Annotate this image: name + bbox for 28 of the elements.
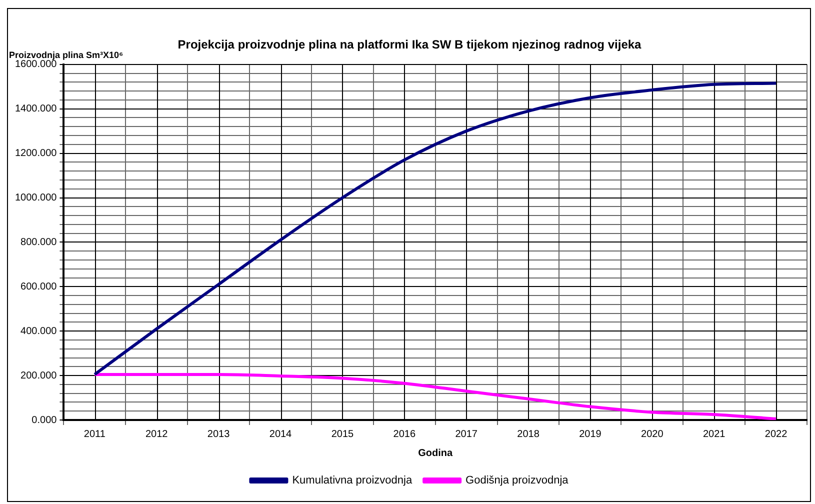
x-tick-label: 2012	[145, 428, 168, 440]
x-tick-label: 2011	[84, 428, 106, 440]
y-axis-title: Proizvodnja plina Sm³X10⁶	[9, 50, 124, 60]
y-tick-label: 1600.000	[14, 59, 58, 70]
x-tick-label: 2021	[702, 428, 726, 440]
chart-title: Projekcija proizvodnje plina na platformi Ika SW B tijekom njezinog radnog vijeka	[178, 38, 642, 52]
y-tick-label: 1200.000	[14, 148, 58, 160]
x-tick-label: 2014	[269, 428, 292, 440]
y-tick-label: 1400.000	[14, 104, 58, 115]
x-tick-label: 2019	[579, 428, 602, 440]
x-tick-label: 2013	[207, 428, 230, 440]
y-tick-label: 800.000	[20, 236, 58, 248]
y-tick-label: 1000.000	[14, 192, 58, 204]
line-series	[93, 82, 778, 376]
x-tick-label: 2017	[455, 428, 478, 440]
y-tick-label: 200.000	[20, 370, 58, 382]
line-series	[93, 372, 778, 420]
x-axis-title: Godina	[418, 448, 454, 459]
y-tick-label: 400.000	[20, 326, 58, 337]
x-tick-label: 2022	[764, 428, 788, 440]
x-tick-label: 2015	[331, 428, 354, 440]
x-tick-label: 2016	[393, 428, 416, 440]
legend-label: Kumulativna proizvodnja	[292, 474, 413, 487]
x-tick-label: 2020	[641, 428, 664, 440]
legend-label: Godišnja proizvodnja	[466, 474, 570, 487]
y-tick-label: 600.000	[20, 281, 58, 292]
y-tick-label: 0.000	[32, 414, 58, 426]
x-tick-label: 2018	[517, 428, 540, 440]
